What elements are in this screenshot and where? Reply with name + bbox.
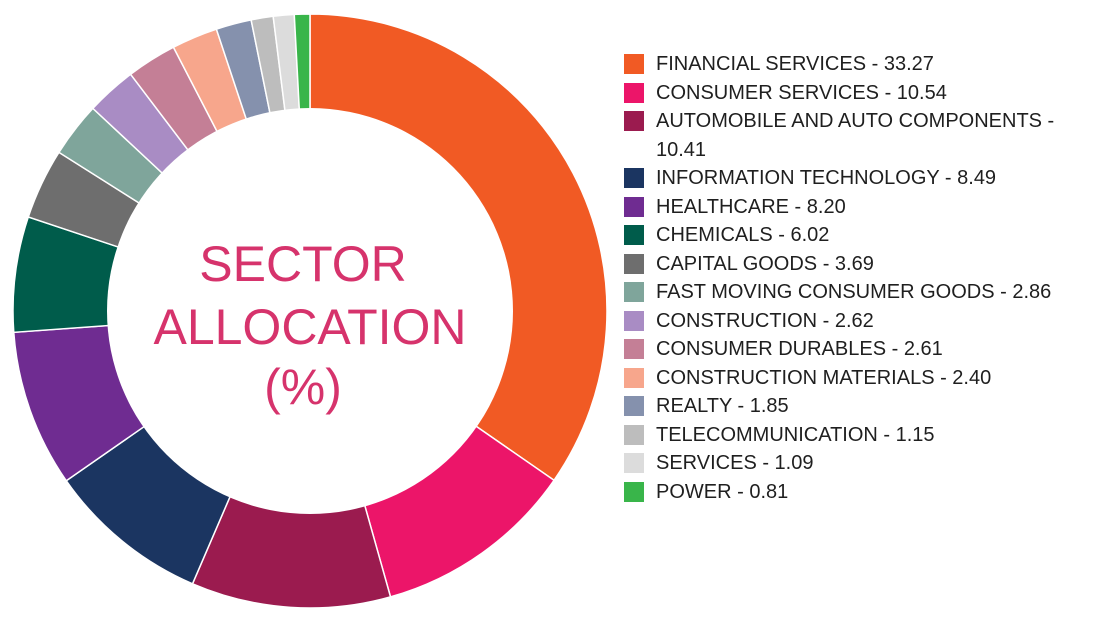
legend-swatch [624, 453, 644, 473]
legend-item: CONSTRUCTION MATERIALS - 2.40 [624, 364, 1104, 393]
legend-label: CONSTRUCTION MATERIALS - 2.40 [656, 366, 992, 389]
legend-item: POWER - 0.81 [624, 478, 1104, 507]
legend-label: FAST MOVING CONSUMER GOODS - 2.86 [656, 281, 1052, 303]
legend-label: CONSUMER SERVICES - 10.54 [656, 81, 947, 104]
legend-item: CONSUMER DURABLES - 2.61 [624, 335, 1104, 364]
legend-swatch [624, 339, 644, 359]
chart-title-line-2: ALLOCATION [153, 299, 466, 355]
legend-item: AUTOMOBILE AND AUTO COMPONENTS - 10.41 [624, 107, 1104, 164]
legend-swatch [624, 424, 644, 445]
legend-swatch [624, 310, 644, 331]
legend-item: CONSTRUCTION - 2.62 [624, 307, 1104, 336]
legend-swatch [624, 168, 644, 188]
legend-label: POWER - 0.81 [656, 480, 789, 503]
legend-swatch [624, 82, 644, 103]
legend-item: FAST MOVING CONSUMER GOODS - 2.86 [624, 278, 1104, 307]
legend-label: AUTOMOBILE AND AUTO COMPONENTS - 10.41 [656, 110, 1060, 161]
legend-item: FINANCIAL SERVICES - 33.27 [624, 50, 1104, 79]
legend-label: HEALTHCARE - 8.20 [656, 195, 846, 218]
legend-item: CONSUMER SERVICES - 10.54 [624, 79, 1104, 108]
legend-label: SERVICES - 1.09 [656, 452, 814, 474]
legend-swatch [624, 396, 644, 416]
legend-label: CHEMICALS - 6.02 [656, 224, 830, 246]
legend: FINANCIAL SERVICES - 33.27 CONSUMER SERVI… [624, 50, 1104, 506]
donut-hole [107, 108, 513, 514]
legend-label: INFORMATION TECHNOLOGY - 8.49 [656, 167, 997, 189]
donut-chart: SECTOR ALLOCATION (%) [12, 13, 608, 609]
legend-item: SERVICES - 1.09 [624, 449, 1104, 478]
legend-swatch [624, 196, 644, 217]
legend-label: CONSUMER DURABLES - 2.61 [656, 338, 943, 360]
legend-item: TELECOMMUNICATION - 1.15 [624, 421, 1104, 450]
legend-swatch [624, 225, 644, 245]
legend-swatch [624, 253, 644, 274]
legend-label: REALTY - 1.85 [656, 395, 789, 417]
chart-title-line-3: (%) [264, 359, 342, 415]
legend-item: CAPITAL GOODS - 3.69 [624, 250, 1104, 279]
legend-item: CHEMICALS - 6.02 [624, 221, 1104, 250]
legend-swatch [624, 481, 644, 502]
legend-label: TELECOMMUNICATION - 1.15 [656, 423, 935, 446]
legend-item: INFORMATION TECHNOLOGY - 8.49 [624, 164, 1104, 193]
legend-swatch [624, 111, 644, 131]
legend-swatch [624, 367, 644, 388]
legend-swatch [624, 282, 644, 302]
legend-label: CAPITAL GOODS - 3.69 [656, 252, 874, 275]
chart-title-line-1: SECTOR [199, 236, 406, 292]
legend-swatch [624, 54, 644, 74]
legend-label: FINANCIAL SERVICES - 33.27 [656, 53, 934, 75]
legend-item: HEALTHCARE - 8.20 [624, 193, 1104, 222]
legend-item: REALTY - 1.85 [624, 392, 1104, 421]
legend-label: CONSTRUCTION - 2.62 [656, 309, 874, 332]
